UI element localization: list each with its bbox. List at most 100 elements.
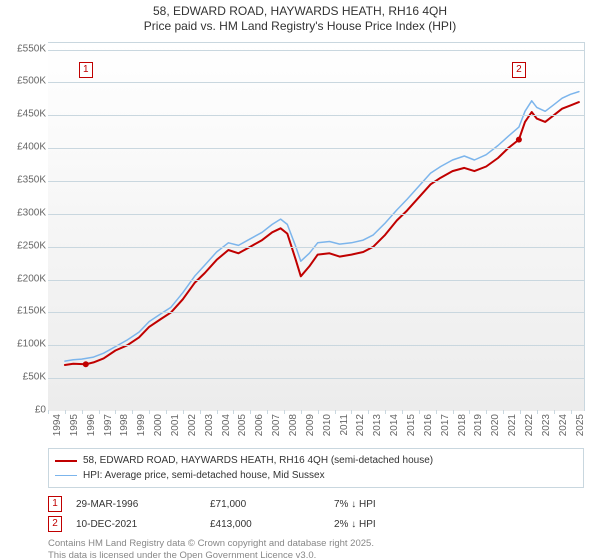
x-tick-label: 2012 bbox=[355, 414, 366, 436]
footer-line-2: This data is licensed under the Open Gov… bbox=[48, 550, 584, 560]
y-tick-label: £400K bbox=[2, 142, 46, 153]
legend-box: 58, EDWARD ROAD, HAYWARDS HEATH, RH16 4Q… bbox=[48, 448, 584, 488]
x-tick-label: 2014 bbox=[389, 414, 400, 436]
x-tick-label: 2006 bbox=[254, 414, 265, 436]
x-tick-mark bbox=[554, 410, 555, 414]
x-tick-label: 2000 bbox=[153, 414, 164, 436]
x-tick-mark bbox=[503, 410, 504, 414]
x-tick-label: 2004 bbox=[221, 414, 232, 436]
x-tick-label: 2007 bbox=[271, 414, 282, 436]
x-tick-mark bbox=[149, 410, 150, 414]
x-tick-label: 2020 bbox=[490, 414, 501, 436]
event-marker-dot bbox=[516, 137, 522, 143]
x-tick-label: 1998 bbox=[119, 414, 130, 436]
gridline-h bbox=[48, 280, 584, 281]
title-line-2: Price paid vs. HM Land Registry's House … bbox=[0, 19, 600, 34]
event-row-delta: 2% ↓ HPI bbox=[334, 519, 584, 530]
x-tick-mark bbox=[419, 410, 420, 414]
gridline-h bbox=[48, 214, 584, 215]
x-tick-label: 2025 bbox=[575, 414, 586, 436]
gridline-h bbox=[48, 50, 584, 51]
y-tick-label: £500K bbox=[2, 76, 46, 87]
legend-swatch bbox=[55, 460, 77, 462]
event-row: 210-DEC-2021£413,0002% ↓ HPI bbox=[48, 514, 584, 534]
x-tick-mark bbox=[132, 410, 133, 414]
gridline-h bbox=[48, 181, 584, 182]
x-tick-mark bbox=[571, 410, 572, 414]
x-tick-mark bbox=[267, 410, 268, 414]
x-tick-label: 2024 bbox=[558, 414, 569, 436]
y-tick-label: £450K bbox=[2, 109, 46, 120]
chart-container: 58, EDWARD ROAD, HAYWARDS HEATH, RH16 4Q… bbox=[0, 0, 600, 560]
x-tick-mark bbox=[402, 410, 403, 414]
event-row-marker: 1 bbox=[48, 496, 62, 512]
legend-label: 58, EDWARD ROAD, HAYWARDS HEATH, RH16 4Q… bbox=[83, 453, 433, 468]
x-tick-mark bbox=[200, 410, 201, 414]
footer-line-1: Contains HM Land Registry data © Crown c… bbox=[48, 538, 584, 550]
x-tick-mark bbox=[351, 410, 352, 414]
event-row-marker: 2 bbox=[48, 516, 62, 532]
x-tick-mark bbox=[65, 410, 66, 414]
plot-area bbox=[48, 42, 585, 411]
x-tick-label: 2017 bbox=[440, 414, 451, 436]
x-tick-label: 2016 bbox=[423, 414, 434, 436]
y-tick-label: £50K bbox=[2, 372, 46, 383]
x-tick-mark bbox=[385, 410, 386, 414]
x-tick-label: 2003 bbox=[204, 414, 215, 436]
x-tick-mark bbox=[301, 410, 302, 414]
event-row-date: 10-DEC-2021 bbox=[76, 519, 196, 530]
x-tick-label: 2019 bbox=[473, 414, 484, 436]
legend-item: HPI: Average price, semi-detached house,… bbox=[55, 468, 577, 483]
x-tick-label: 1999 bbox=[136, 414, 147, 436]
chart-title: 58, EDWARD ROAD, HAYWARDS HEATH, RH16 4Q… bbox=[0, 0, 600, 34]
event-marker-dot bbox=[83, 361, 89, 367]
x-tick-mark bbox=[250, 410, 251, 414]
x-tick-mark bbox=[217, 410, 218, 414]
y-tick-label: £250K bbox=[2, 240, 46, 251]
y-tick-label: £300K bbox=[2, 207, 46, 218]
x-tick-label: 2001 bbox=[170, 414, 181, 436]
event-row: 129-MAR-1996£71,0007% ↓ HPI bbox=[48, 494, 584, 514]
legend-swatch bbox=[55, 475, 77, 476]
event-marker-flag: 2 bbox=[512, 62, 526, 78]
y-tick-label: £100K bbox=[2, 339, 46, 350]
gridline-h bbox=[48, 148, 584, 149]
event-row-date: 29-MAR-1996 bbox=[76, 499, 196, 510]
x-tick-mark bbox=[335, 410, 336, 414]
event-marker-flag: 1 bbox=[79, 62, 93, 78]
x-tick-label: 2009 bbox=[305, 414, 316, 436]
y-tick-label: £200K bbox=[2, 273, 46, 284]
x-tick-label: 2011 bbox=[339, 414, 350, 436]
x-tick-mark bbox=[436, 410, 437, 414]
x-tick-label: 2005 bbox=[237, 414, 248, 436]
x-tick-label: 1997 bbox=[103, 414, 114, 436]
x-tick-label: 2018 bbox=[457, 414, 468, 436]
series-lines bbox=[48, 43, 584, 411]
legend-item: 58, EDWARD ROAD, HAYWARDS HEATH, RH16 4Q… bbox=[55, 453, 577, 468]
x-tick-mark bbox=[469, 410, 470, 414]
y-tick-label: £0 bbox=[2, 405, 46, 416]
gridline-h bbox=[48, 247, 584, 248]
x-tick-mark bbox=[453, 410, 454, 414]
x-tick-label: 2021 bbox=[507, 414, 518, 436]
x-tick-label: 1994 bbox=[52, 414, 63, 436]
x-tick-label: 1996 bbox=[86, 414, 97, 436]
gridline-h bbox=[48, 115, 584, 116]
gridline-h bbox=[48, 312, 584, 313]
y-tick-label: £550K bbox=[2, 43, 46, 54]
x-tick-mark bbox=[368, 410, 369, 414]
x-tick-mark bbox=[115, 410, 116, 414]
x-tick-label: 2008 bbox=[288, 414, 299, 436]
x-tick-label: 2010 bbox=[322, 414, 333, 436]
legend-label: HPI: Average price, semi-detached house,… bbox=[83, 468, 325, 483]
event-row-delta: 7% ↓ HPI bbox=[334, 499, 584, 510]
series-hpi bbox=[65, 92, 579, 362]
footer-note: Contains HM Land Registry data © Crown c… bbox=[48, 538, 584, 560]
x-tick-mark bbox=[537, 410, 538, 414]
x-tick-mark bbox=[183, 410, 184, 414]
x-tick-label: 2002 bbox=[187, 414, 198, 436]
x-tick-mark bbox=[99, 410, 100, 414]
x-tick-mark bbox=[486, 410, 487, 414]
gridline-h bbox=[48, 82, 584, 83]
x-tick-mark bbox=[520, 410, 521, 414]
